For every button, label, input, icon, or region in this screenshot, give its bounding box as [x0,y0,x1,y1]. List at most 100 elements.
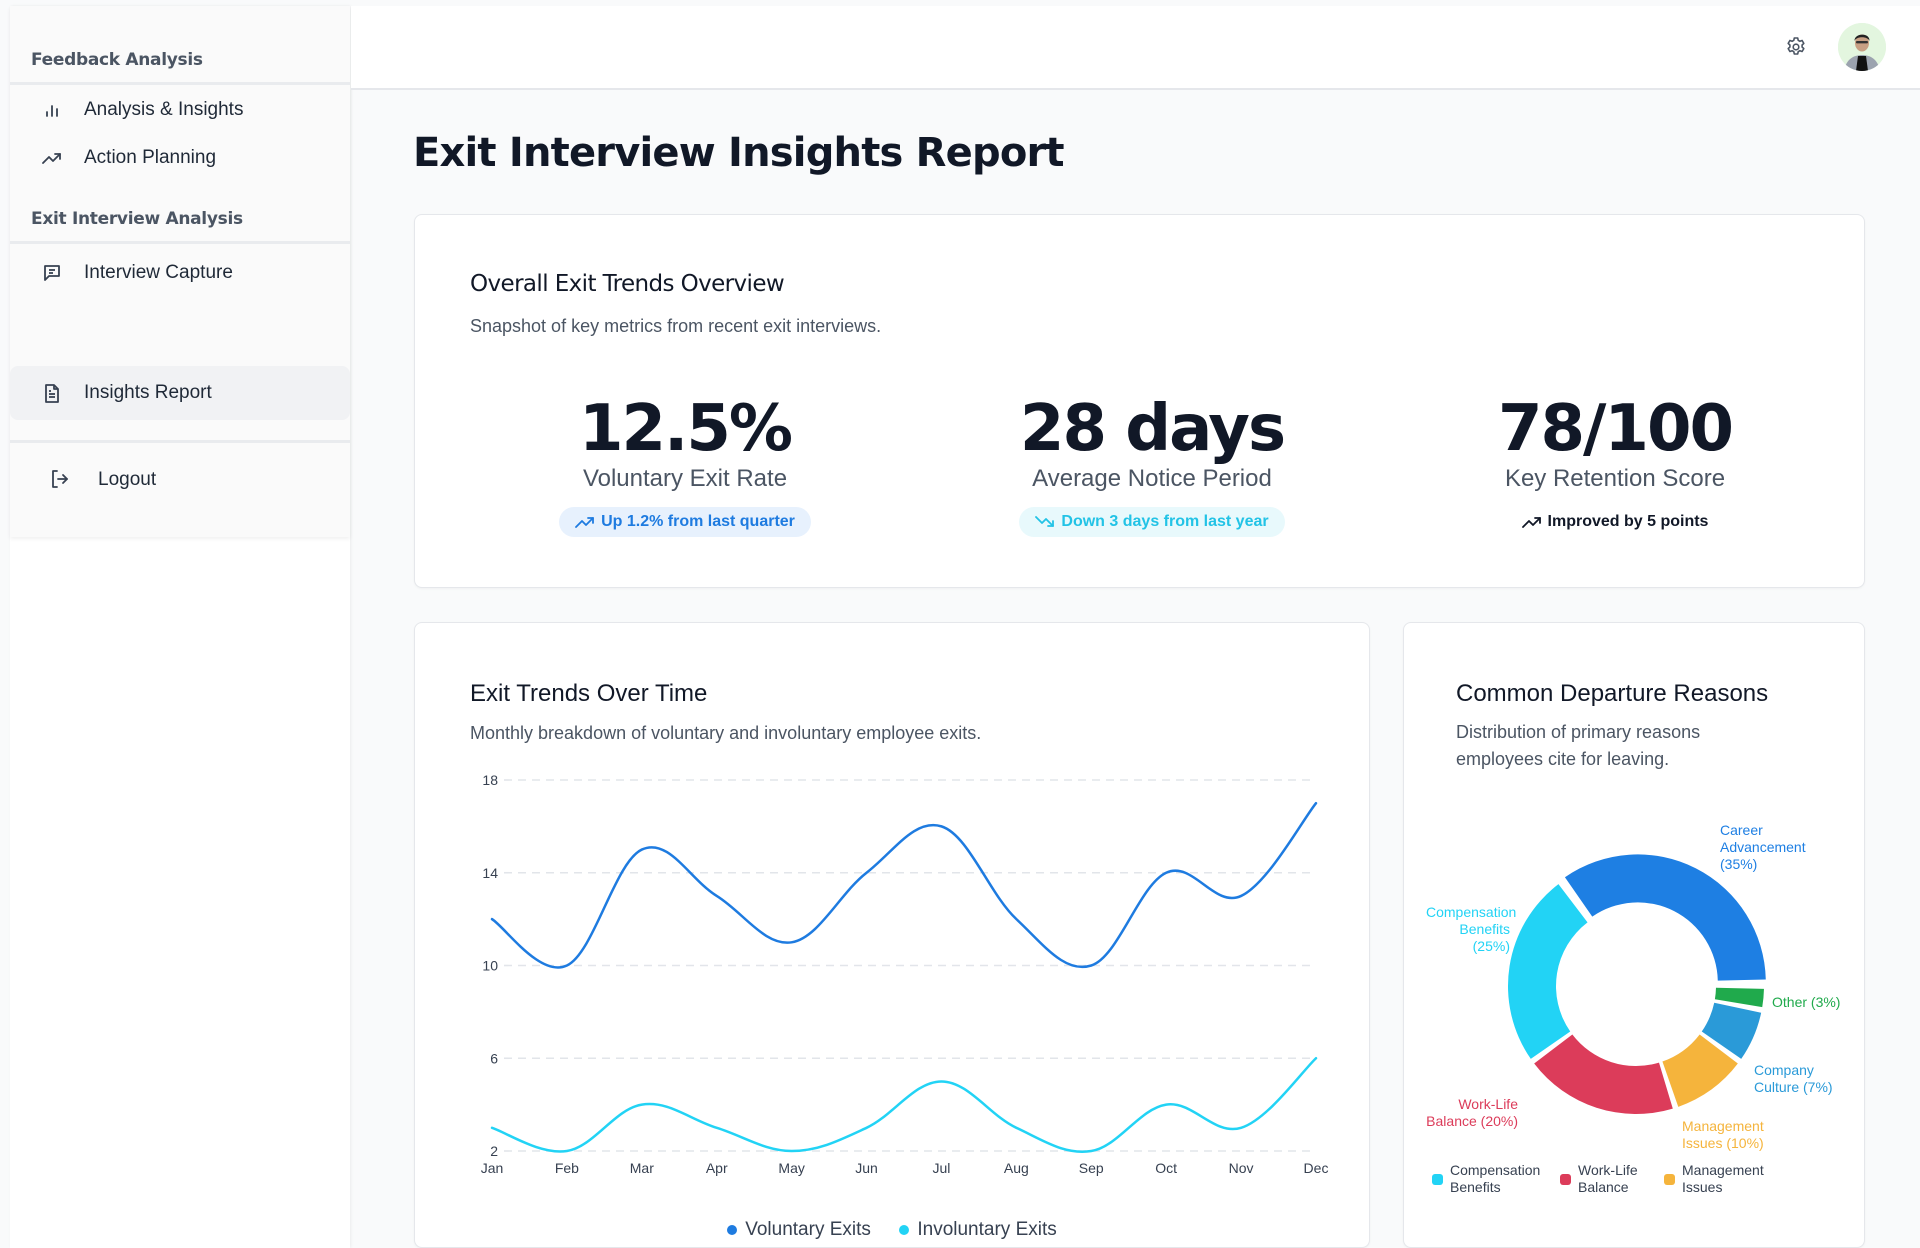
series-line-voluntary-exits[interactable] [490,801,1318,969]
divider [10,440,350,443]
donut-slice-label: Compensation Benefits (25%) [1426,904,1517,954]
metric-value: 78/100 [1497,392,1734,466]
logout-label: Logout [98,469,157,490]
donut-slice-company-culture[interactable] [1701,1002,1762,1059]
legend-item-voluntary[interactable]: Voluntary Exits [727,1219,871,1241]
metric-value: 28 days [1019,392,1286,466]
metric-label: Voluntary Exit Rate [582,465,788,492]
donut-legend-item[interactable]: Work-Life Balance [1560,1162,1650,1196]
logout-button[interactable]: Logout [50,469,156,491]
sidebar-item-interview-capture[interactable]: Interview Capture [10,247,350,299]
sidebar-item-label: Analysis & Insights [84,99,244,120]
sidebar-item-analysis-insights[interactable]: Analysis & Insights [10,84,350,136]
trend-text: Up 1.2% from last quarter [601,513,795,530]
legend-label: Work-Life Balance [1578,1162,1638,1195]
y-tick-label: 14 [482,865,498,881]
legend-label: Compensation Benefits [1450,1162,1541,1195]
sidebar-item-label: Interview Capture [84,262,233,283]
bar-chart-icon [42,100,62,120]
donut-legend-item[interactable]: Compensation Benefits [1432,1162,1546,1196]
donut-slice-label: Other (3%) [1772,994,1841,1010]
legend-swatch [1432,1173,1443,1185]
legend-dot [727,1225,738,1235]
sidebar-item-action-planning[interactable]: Action Planning [10,132,350,184]
x-tick-label: Feb [555,1160,579,1176]
donut-chart-area: Career Advancement (35%) Other (3%) Compan… [1420,800,1850,1248]
donut-slice-label: Management Issues (10%) [1682,1118,1764,1151]
overview-subtitle: Snapshot of key metrics from recent exit… [470,316,882,336]
trend-card-subtitle: Monthly breakdown of voluntary and invol… [470,723,982,743]
sidebar: Feedback Analysis Analysis & Insights Ac… [10,6,350,1248]
trending-up-icon [575,517,594,528]
trend-badge: Improved by 5 points [1506,507,1725,537]
message-square-icon [42,263,62,283]
section-title-exit-interview-analysis: Exit Interview Analysis [31,209,243,229]
y-tick-label: 6 [490,1050,498,1066]
x-tick-label: Dec [1304,1160,1329,1176]
sidebar-item-insights-report[interactable]: Insights Report [10,366,350,420]
legend-label: Involuntary Exits [917,1219,1057,1240]
departure-reasons-card: Common Departure Reasons Distribution of… [1403,622,1865,1248]
donut-slice-label: Company Culture (7%) [1754,1062,1833,1095]
x-tick-label: Oct [1155,1160,1177,1176]
metric-key-retention-score: 78/100 Key Retention Score Improved by 5… [1415,395,1815,537]
sidebar-item-label: Action Planning [84,147,217,168]
x-tick-label: Mar [630,1160,654,1176]
legend-swatch [1664,1173,1675,1185]
metric-voluntary-exit-rate: 12.5% Voluntary Exit Rate Up 1.2% from l… [485,395,885,537]
trend-text: Improved by 5 points [1547,513,1709,530]
x-tick-label: May [778,1160,804,1176]
trending-up-icon [1521,517,1541,528]
legend-dot [899,1225,910,1235]
file-text-icon [42,383,62,403]
metric-value: 12.5% [578,392,793,466]
x-tick-label: Sep [1079,1160,1104,1176]
y-tick-label: 2 [490,1143,498,1159]
y-tick-label: 18 [482,772,498,788]
exit-trends-card: Exit Trends Over Time Monthly breakdown … [414,622,1370,1248]
donut-slice-management-issues[interactable] [1662,1034,1738,1107]
page-title: Exit Interview Insights Report [413,130,1065,176]
trend-badge: Down 3 days from last year [1019,507,1285,537]
overview-card: Overall Exit Trends Overview Snapshot of… [414,214,1865,588]
trend-badge: Up 1.2% from last quarter [559,507,811,537]
sidebar-nav-panel: Feedback Analysis Analysis & Insights Ac… [10,6,350,537]
donut-slice-label: Work-Life Balance (20%) [1426,1096,1518,1129]
x-tick-label: Jul [933,1160,951,1176]
donut-slice-other[interactable] [1714,987,1764,1008]
donut-legend-item[interactable]: Management Issues [1664,1162,1772,1196]
donut-legend: Compensation Benefits Work-Life Balance … [1432,1162,1838,1196]
x-tick-label: Jun [855,1160,878,1176]
donut-chart [1508,854,1766,1114]
gear-icon[interactable] [1784,35,1808,59]
overview-title: Overall Exit Trends Overview [470,271,785,297]
logout-icon [50,469,72,491]
divider [10,241,350,244]
donut-slice-career-advancement[interactable] [1564,854,1766,981]
reasons-card-title: Common Departure Reasons [1456,680,1769,707]
metric-label: Key Retention Score [1504,465,1726,492]
x-tick-label: Apr [706,1160,728,1176]
sidebar-item-label: Insights Report [84,382,212,403]
reasons-card-subtitle: Distribution of primary reasons employee… [1456,722,1701,769]
legend-swatch [1560,1173,1571,1185]
trend-text: Down 3 days from last year [1061,513,1269,530]
trending-up-icon [42,148,62,168]
donut-slice-compensation-benefits[interactable] [1508,884,1588,1059]
x-tick-label: Nov [1229,1160,1254,1176]
top-header [351,6,1920,90]
donut-slice-label: Career Advancement (35%) [1720,822,1806,872]
series-line-involuntary-exits[interactable] [490,1057,1318,1153]
divider [10,82,350,85]
donut-slice-work-life-balance[interactable] [1534,1034,1673,1114]
metric-label: Average Notice Period [1032,465,1272,492]
legend-label: Voluntary Exits [745,1219,871,1240]
legend-item-involuntary[interactable]: Involuntary Exits [899,1219,1057,1241]
x-tick-label: Aug [1004,1160,1029,1176]
user-avatar[interactable] [1838,23,1886,71]
section-title-feedback-analysis: Feedback Analysis [31,50,203,70]
trending-down-icon [1035,516,1055,527]
legend-label: Management Issues [1682,1162,1764,1195]
line-chart-legend: Voluntary Exits Involuntary Exits [415,1219,1369,1241]
